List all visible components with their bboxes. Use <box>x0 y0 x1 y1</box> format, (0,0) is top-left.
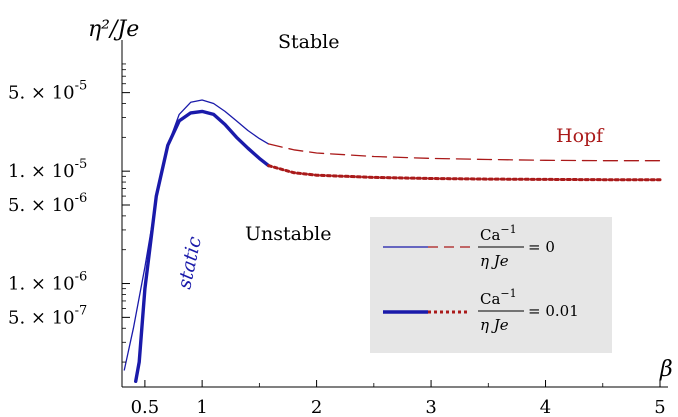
y-tick-label-4: 5. × 10-5 <box>8 79 87 104</box>
legend-rhs-0: = 0 <box>528 238 555 256</box>
series-1-hopf-curve <box>269 166 661 180</box>
stable-label: Stable <box>278 31 339 53</box>
unstable-label: Unstable <box>245 223 331 245</box>
x-tick-label-5: 5 <box>654 397 665 417</box>
x-tick-label-1: 1 <box>196 397 207 417</box>
hopf-label: Hopf <box>556 125 605 147</box>
legend: Ca−1 η Je = 0 Ca−1 η Je = 0.01 <box>370 217 612 353</box>
y-axis-label: η²/Je <box>88 17 139 42</box>
y-tick-label-2: 5. × 10-6 <box>8 191 87 216</box>
x-tick-label-2: 2 <box>311 397 322 417</box>
x-tick-label-3: 3 <box>425 397 436 417</box>
y-axis-label-text: η²/Je <box>88 17 139 42</box>
y-tick-label-1: 1. × 10-6 <box>8 270 87 295</box>
y-tick-label-0: 5. × 10-7 <box>8 303 87 328</box>
legend-rhs-1: = 0.01 <box>528 302 579 320</box>
legend-denominator-1: η Je <box>480 316 509 334</box>
y-tick-label-3: 1. × 10-5 <box>8 157 87 182</box>
static-label: static <box>173 234 206 291</box>
x-axis-label: β <box>659 357 673 382</box>
x-tick-label-0: 0.5 <box>131 397 160 417</box>
legend-denominator-0: η Je <box>480 252 509 270</box>
x-tick-label-4: 4 <box>540 397 551 417</box>
